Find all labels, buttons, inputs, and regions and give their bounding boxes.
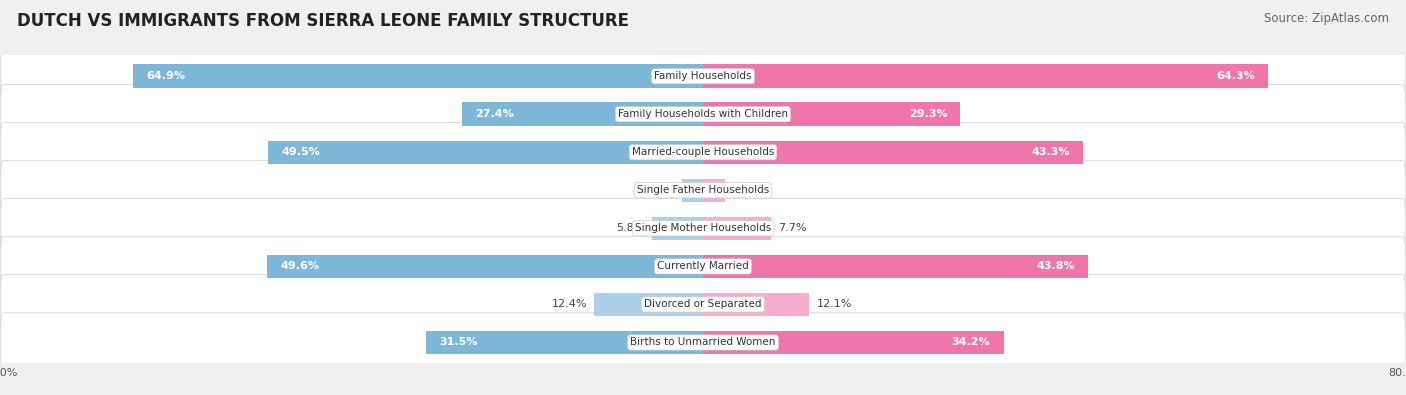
Text: Currently Married: Currently Married	[657, 261, 749, 271]
Text: Births to Unmarried Women: Births to Unmarried Women	[630, 337, 776, 348]
Text: Family Households with Children: Family Households with Children	[619, 109, 787, 119]
Bar	[703, 216, 770, 240]
Text: Divorced or Separated: Divorced or Separated	[644, 299, 762, 309]
Bar	[652, 216, 703, 240]
Bar	[463, 102, 703, 126]
FancyBboxPatch shape	[1, 85, 1405, 144]
Text: 49.5%: 49.5%	[281, 147, 321, 157]
Text: 34.2%: 34.2%	[952, 337, 990, 348]
Text: 2.4%: 2.4%	[647, 185, 675, 196]
Text: Single Mother Households: Single Mother Households	[636, 223, 770, 233]
Text: 29.3%: 29.3%	[908, 109, 948, 119]
Bar	[703, 293, 810, 316]
FancyBboxPatch shape	[1, 199, 1405, 258]
Bar	[426, 331, 703, 354]
FancyBboxPatch shape	[1, 161, 1405, 220]
Bar	[593, 293, 703, 316]
FancyBboxPatch shape	[1, 47, 1405, 106]
Text: 12.4%: 12.4%	[551, 299, 588, 309]
FancyBboxPatch shape	[1, 122, 1405, 182]
Text: 64.9%: 64.9%	[146, 71, 184, 81]
Bar	[269, 141, 703, 164]
Bar	[703, 141, 1084, 164]
FancyBboxPatch shape	[1, 237, 1405, 296]
Text: 12.1%: 12.1%	[817, 299, 852, 309]
Text: 49.6%: 49.6%	[280, 261, 319, 271]
Text: 43.8%: 43.8%	[1036, 261, 1074, 271]
Bar	[132, 64, 703, 88]
Bar	[703, 179, 725, 202]
Text: 43.3%: 43.3%	[1032, 147, 1070, 157]
Text: 7.7%: 7.7%	[778, 223, 806, 233]
Text: Family Households: Family Households	[654, 71, 752, 81]
Text: Married-couple Households: Married-couple Households	[631, 147, 775, 157]
Text: 5.8%: 5.8%	[617, 223, 645, 233]
Bar	[267, 255, 703, 278]
Bar	[682, 179, 703, 202]
Text: 27.4%: 27.4%	[475, 109, 515, 119]
Text: 64.3%: 64.3%	[1216, 71, 1256, 81]
Text: Single Father Households: Single Father Households	[637, 185, 769, 196]
Text: 31.5%: 31.5%	[439, 337, 478, 348]
Bar	[703, 331, 1004, 354]
Bar	[703, 64, 1268, 88]
FancyBboxPatch shape	[1, 313, 1405, 372]
FancyBboxPatch shape	[1, 275, 1405, 334]
Text: Source: ZipAtlas.com: Source: ZipAtlas.com	[1264, 12, 1389, 25]
Text: DUTCH VS IMMIGRANTS FROM SIERRA LEONE FAMILY STRUCTURE: DUTCH VS IMMIGRANTS FROM SIERRA LEONE FA…	[17, 12, 628, 30]
Bar	[703, 102, 960, 126]
Text: 2.5%: 2.5%	[733, 185, 761, 196]
Bar	[703, 255, 1088, 278]
